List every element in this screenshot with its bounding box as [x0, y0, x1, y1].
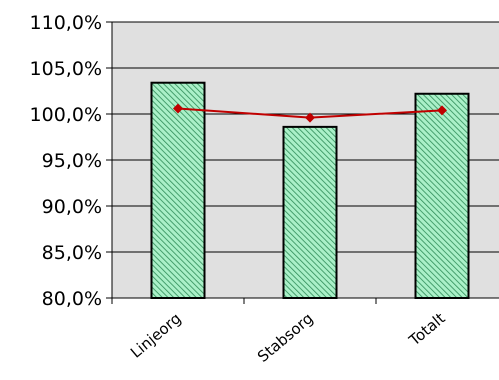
y-tick-label: 95,0%	[42, 150, 102, 172]
y-tick-label: 90,0%	[42, 196, 102, 218]
y-tick-label: 85,0%	[42, 242, 102, 264]
line-point-totalt	[437, 105, 447, 116]
y-tick-label: 100,0%	[30, 104, 102, 126]
x-tick-label: Stabsorg	[254, 309, 317, 366]
line-series	[173, 103, 447, 123]
x-tick-label: Linjeorg	[127, 309, 185, 361]
line-point-stabsorg	[305, 112, 315, 123]
bar-totalt	[414, 92, 470, 300]
bar-linjeorg	[150, 81, 206, 299]
line-point-linjeorg	[173, 103, 183, 114]
bar-stabsorg	[282, 125, 338, 299]
y-tick-label: 80,0%	[42, 288, 102, 310]
x-tick-labels: Linjeorg Stabsorg Totalt	[127, 309, 449, 366]
y-tick-labels: 80,0% 85,0% 90,0% 95,0% 100,0% 105,0% 110,0%	[30, 12, 102, 310]
x-tick-label: Totalt	[405, 309, 449, 350]
bars	[150, 81, 470, 300]
y-tick-label: 110,0%	[30, 12, 102, 34]
y-tick-label: 105,0%	[30, 58, 102, 80]
